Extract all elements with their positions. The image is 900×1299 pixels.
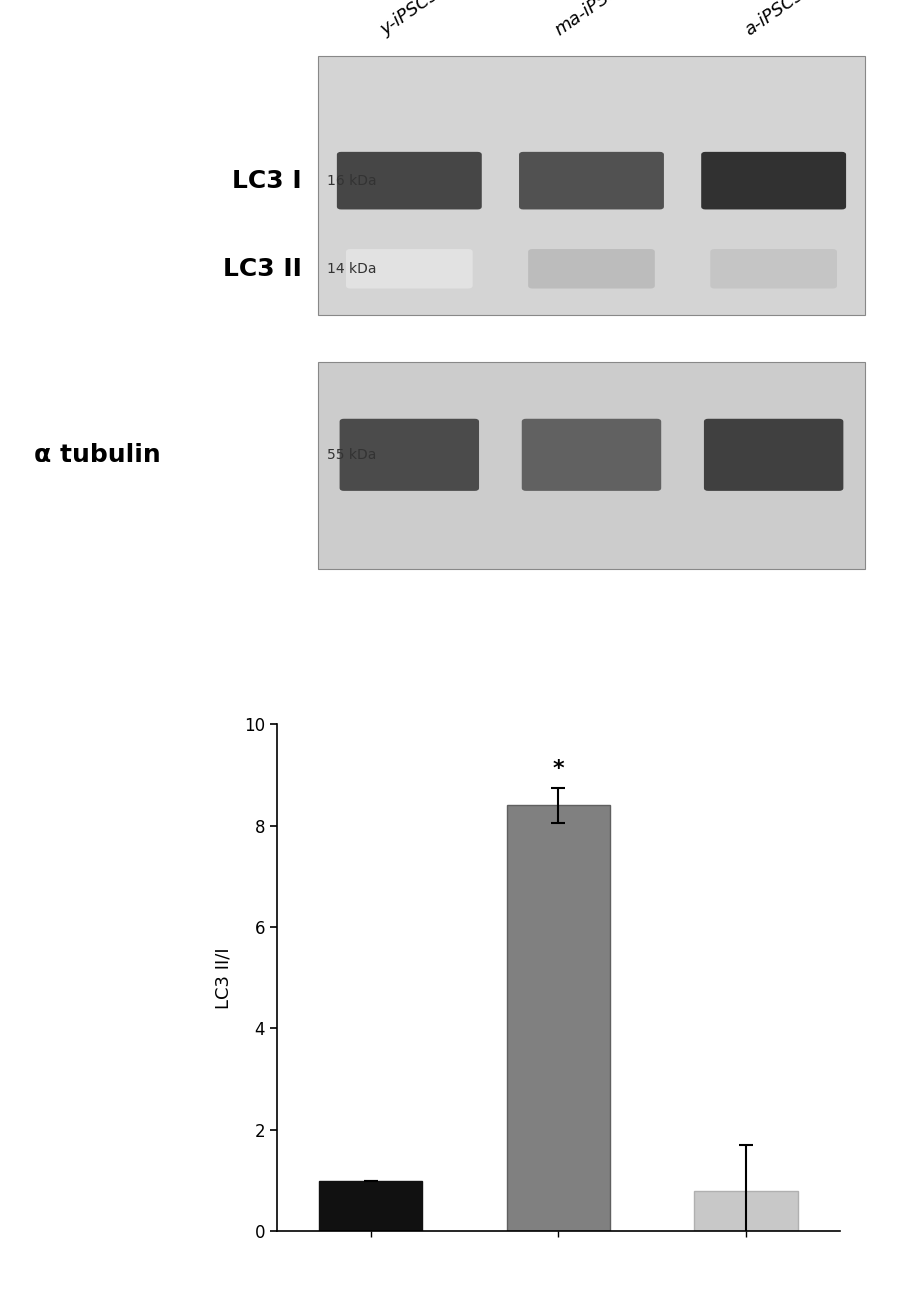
Text: y-iPSCs: y-iPSCs bbox=[377, 0, 441, 39]
Text: 16 kDa: 16 kDa bbox=[327, 174, 376, 187]
FancyBboxPatch shape bbox=[339, 418, 479, 491]
Text: LC3 I: LC3 I bbox=[232, 169, 302, 192]
FancyBboxPatch shape bbox=[710, 249, 837, 288]
FancyBboxPatch shape bbox=[704, 418, 843, 491]
Text: LC3 II: LC3 II bbox=[223, 257, 302, 281]
Y-axis label: LC3 II/I: LC3 II/I bbox=[215, 947, 233, 1008]
Bar bbox=[507, 805, 610, 1231]
Bar bbox=[320, 1181, 422, 1231]
Text: a-iPSCs: a-iPSCs bbox=[741, 0, 806, 39]
Text: *: * bbox=[553, 759, 564, 778]
FancyBboxPatch shape bbox=[528, 249, 655, 288]
FancyBboxPatch shape bbox=[519, 152, 664, 209]
FancyBboxPatch shape bbox=[346, 249, 472, 288]
Text: 55 kDa: 55 kDa bbox=[327, 448, 376, 462]
FancyBboxPatch shape bbox=[522, 418, 662, 491]
Text: α tubulin: α tubulin bbox=[34, 443, 161, 466]
FancyBboxPatch shape bbox=[337, 152, 482, 209]
Text: 14 kDa: 14 kDa bbox=[327, 262, 376, 275]
Bar bbox=[695, 1191, 797, 1231]
Text: ma-iPSCs: ma-iPSCs bbox=[552, 0, 631, 39]
FancyBboxPatch shape bbox=[319, 361, 865, 569]
FancyBboxPatch shape bbox=[701, 152, 846, 209]
FancyBboxPatch shape bbox=[319, 56, 865, 316]
